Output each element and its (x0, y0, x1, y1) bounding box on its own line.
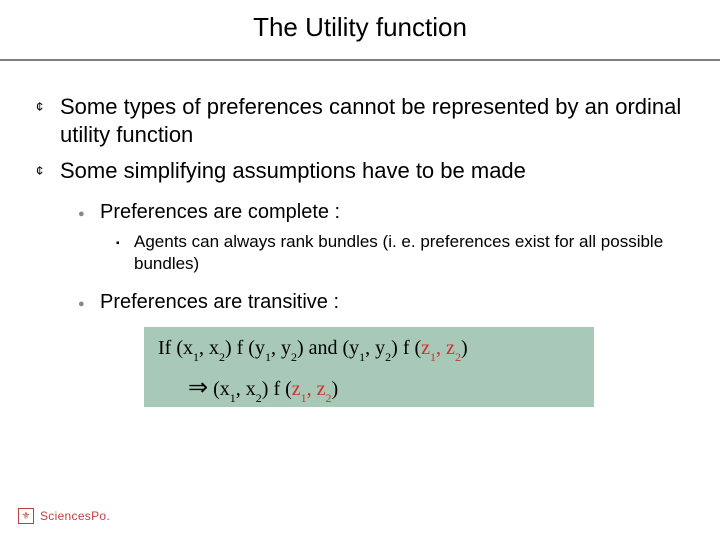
slide: The Utility function ¢ Some types of pre… (0, 0, 720, 540)
slide-title: The Utility function (0, 12, 720, 43)
bullet-item: ● Preferences are complete : (78, 199, 686, 227)
dot-bullet-icon: ● (78, 289, 100, 317)
dot-bullet-icon: ● (78, 199, 100, 227)
logo: ⚜ SciencesPo. (18, 508, 110, 524)
bullet-text: Preferences are complete : (100, 199, 340, 225)
formula-box: If (x1, x2) f (y1, y2) and (y1, y2) f (z… (144, 327, 594, 407)
logo-icon: ⚜ (18, 508, 34, 524)
bullet-text: Agents can always rank bundles (i. e. pr… (134, 231, 686, 275)
title-area: The Utility function (0, 0, 720, 53)
bullet-item: ▪ Agents can always rank bundles (i. e. … (116, 231, 686, 275)
content-area: ¢ Some types of preferences cannot be re… (0, 61, 720, 407)
bullet-item: ¢ Some types of preferences cannot be re… (34, 93, 686, 149)
ring-bullet-icon: ¢ (34, 157, 60, 185)
formula-line-1: If (x1, x2) f (y1, y2) and (y1, y2) f (z… (158, 337, 468, 363)
square-bullet-icon: ▪ (116, 231, 134, 255)
formula-line-2: ⇒ (x1, x2) f (z1, z2) (188, 373, 338, 404)
bullet-text: Preferences are transitive : (100, 289, 339, 315)
logo-text: SciencesPo. (40, 509, 110, 523)
bullet-text: Some types of preferences cannot be repr… (60, 93, 686, 149)
bullet-item: ● Preferences are transitive : (78, 289, 686, 317)
bullet-text: Some simplifying assumptions have to be … (60, 157, 526, 185)
ring-bullet-icon: ¢ (34, 93, 60, 121)
bullet-item: ¢ Some simplifying assumptions have to b… (34, 157, 686, 185)
